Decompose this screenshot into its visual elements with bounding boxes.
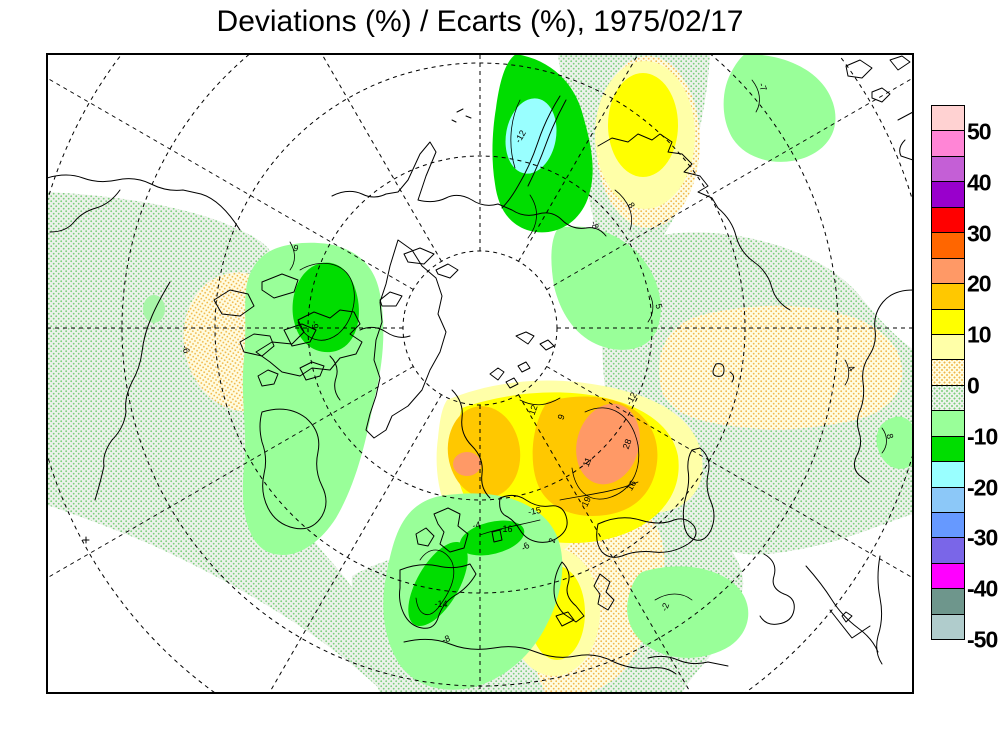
legend-box-15 (931, 486, 965, 513)
contour-label-12: 9 (556, 413, 567, 421)
legend-tick-20: 20 (967, 270, 992, 297)
legend-box-17 (931, 537, 965, 564)
map-frame (46, 53, 914, 694)
legend-box-19 (931, 588, 965, 615)
legend-tick-10: 10 (967, 321, 992, 348)
contour-label-13: 28 (621, 438, 634, 451)
legend-box-5 (931, 232, 965, 259)
legend-box-4 (931, 206, 965, 234)
legend-box-1 (931, 130, 965, 157)
contour-label-14: 11 (581, 456, 594, 468)
legend-tick-50: 50 (967, 118, 992, 145)
contour-label-1: 8 (626, 200, 637, 210)
legend-box-9 (931, 333, 965, 361)
legend-box-2 (931, 155, 965, 183)
contour-label-15: 16 (625, 479, 639, 493)
contour-lines (289, 79, 887, 615)
legend-box-20 (931, 613, 965, 641)
legend-box-8 (931, 308, 965, 335)
contour-label-9: 8 (884, 433, 895, 440)
legend-box-6 (931, 257, 965, 285)
contour-label-17: -15 (527, 505, 542, 517)
contour-label-6: -6 (180, 344, 192, 354)
legend-tick--30: -30 (967, 524, 998, 551)
contour-label-22: -8 (440, 633, 451, 645)
legend-tick-40: 40 (967, 169, 992, 196)
legend-box-16 (931, 512, 965, 539)
legend-box-18 (931, 562, 965, 590)
legend-tick--50: -50 (967, 626, 998, 653)
contour-label-5: -9 (310, 320, 321, 329)
legend-tick-0: 0 (967, 372, 980, 399)
contour-label-24: -2 (659, 601, 671, 612)
coastlines (47, 55, 913, 675)
legend-box-0 (931, 105, 965, 132)
page-title: Deviations (%) / Ecarts (%), 1975/02/17 (216, 5, 744, 38)
legend-box-12 (931, 410, 965, 437)
legend-box-3 (931, 181, 965, 208)
legend-tick--10: -10 (967, 423, 998, 450)
legend-tick--20: -20 (967, 474, 998, 501)
latitude-circle (307, 155, 653, 501)
contour-label-18: -16 (499, 524, 512, 534)
legend-box-13 (931, 435, 965, 463)
contour-label-20: 2 (547, 537, 558, 544)
legend-box-11 (931, 384, 965, 412)
contour-label-4: 9 (292, 243, 299, 254)
legend-box-10 (931, 359, 965, 386)
contour-label-16: 19 (580, 495, 593, 508)
contour-label-7: 5 (653, 303, 664, 310)
legend-tick-30: 30 (967, 220, 992, 247)
contour-label-21: -14 (434, 599, 447, 609)
contour-label-10: 12 (527, 404, 540, 417)
legend-box-7 (931, 283, 965, 310)
legend-tick--40: -40 (967, 575, 998, 602)
contour-label-19: -4 (472, 519, 482, 530)
legend-colorbar (931, 105, 965, 641)
contour-label-3: -7 (757, 81, 769, 92)
contour-labels: -128-8-79-9-654812-12928111619-15-16-42-… (180, 81, 895, 645)
contour-label-8: 4 (846, 363, 857, 373)
legend-box-14 (931, 461, 965, 488)
contour-label-2: -8 (589, 219, 601, 230)
deviation-blobs (143, 54, 913, 690)
